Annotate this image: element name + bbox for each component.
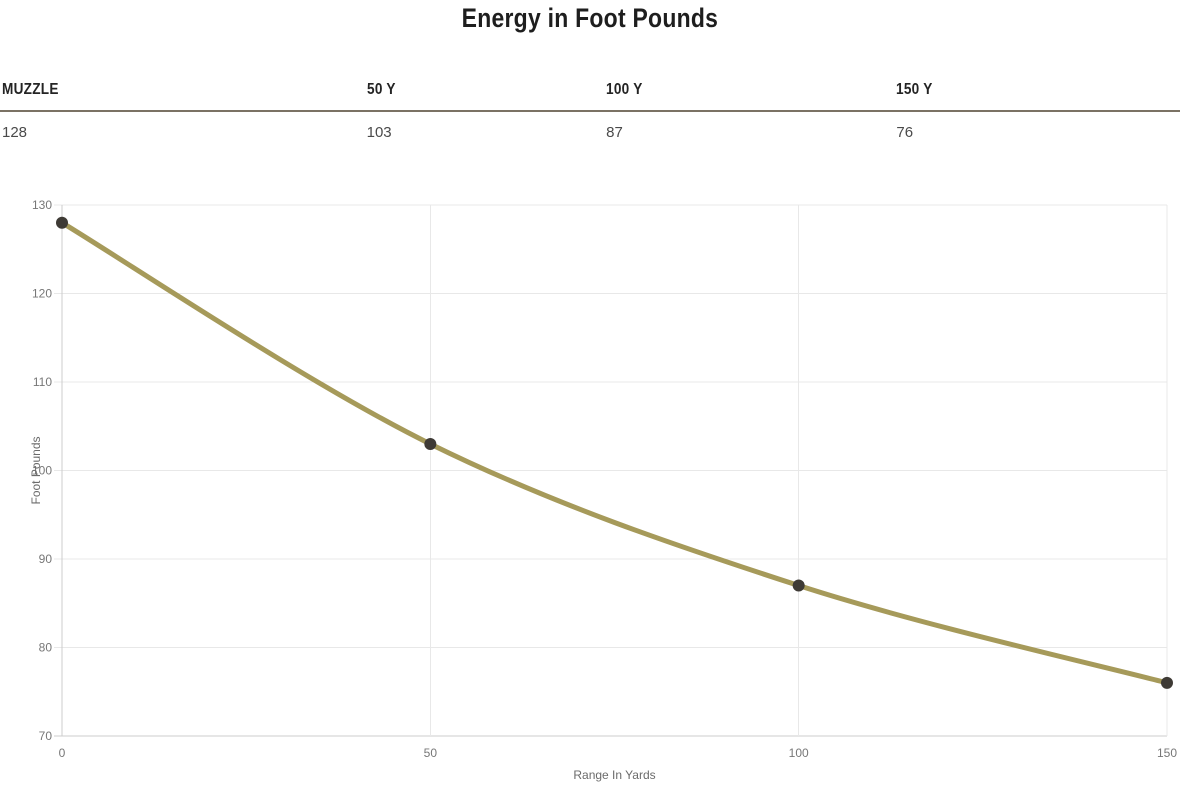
y-tick-label-110: 110 <box>33 375 52 389</box>
data-point-0yd[interactable] <box>56 216 68 229</box>
table-header-100y-text: 100 Y <box>606 81 643 98</box>
page-header: Energy in Foot Pounds <box>0 0 1180 35</box>
page-title-text: Energy in Foot Pounds <box>461 3 719 33</box>
table-header-150y-text: 150 Y <box>896 81 933 98</box>
energy-line-series <box>59 220 1170 686</box>
y-tick-label-80: 80 <box>39 641 53 655</box>
x-tick-label-100: 100 <box>789 746 809 760</box>
data-point-150yd[interactable] <box>1161 676 1173 689</box>
x-axis-label: Range In Yards <box>573 768 655 782</box>
page-title: Energy in Foot Pounds <box>0 1 1180 35</box>
table-value-50y: 103 <box>366 124 392 141</box>
energy-line-chart: 70 80 90 100 110 120 130 0 50 100 150 Range In Yard… <box>29 198 1177 782</box>
data-point-50yd[interactable] <box>424 437 437 450</box>
y-tick-label-120: 120 <box>32 287 52 301</box>
table-value-150y: 76 <box>896 124 914 141</box>
y-tick-label-130: 130 <box>32 198 52 212</box>
table-header-50y-text: 50 Y <box>366 81 396 98</box>
energy-table: MUZZLE 50 Y 100 Y 150 Y 128 103 87 76 <box>0 81 1180 147</box>
energy-chart-figure: 70 80 90 100 110 120 130 0 50 100 150 Range In Yard… <box>0 185 1180 785</box>
table-header-muzzle-text: MUZZLE <box>2 81 59 98</box>
y-tick-label-90: 90 <box>39 552 53 566</box>
table-value-100y: 87 <box>606 124 623 141</box>
energy-table-value-row: 128 103 87 76 <box>0 111 1180 147</box>
energy-table-header-row: MUZZLE 50 Y 100 Y 150 Y <box>0 81 1180 112</box>
x-tick-label-150: 150 <box>1157 746 1177 760</box>
x-tick-label-50: 50 <box>424 746 438 760</box>
table-header-150y: 150 Y <box>894 81 1180 112</box>
y-axis-label: Foot Pounds <box>29 436 43 504</box>
table-header-muzzle: MUZZLE <box>0 81 365 112</box>
table-value-muzzle: 128 <box>2 124 28 141</box>
data-point-100yd[interactable] <box>792 579 805 592</box>
table-header-50y: 50 Y <box>364 81 605 112</box>
table-header-100y: 100 Y <box>604 81 895 112</box>
y-tick-label-100: 100 <box>32 464 52 478</box>
y-tick-label-70: 70 <box>39 729 53 743</box>
x-tick-label-0: 0 <box>59 746 66 760</box>
energy-table-section: MUZZLE 50 Y 100 Y 150 Y 128 103 87 76 <box>0 81 1180 147</box>
